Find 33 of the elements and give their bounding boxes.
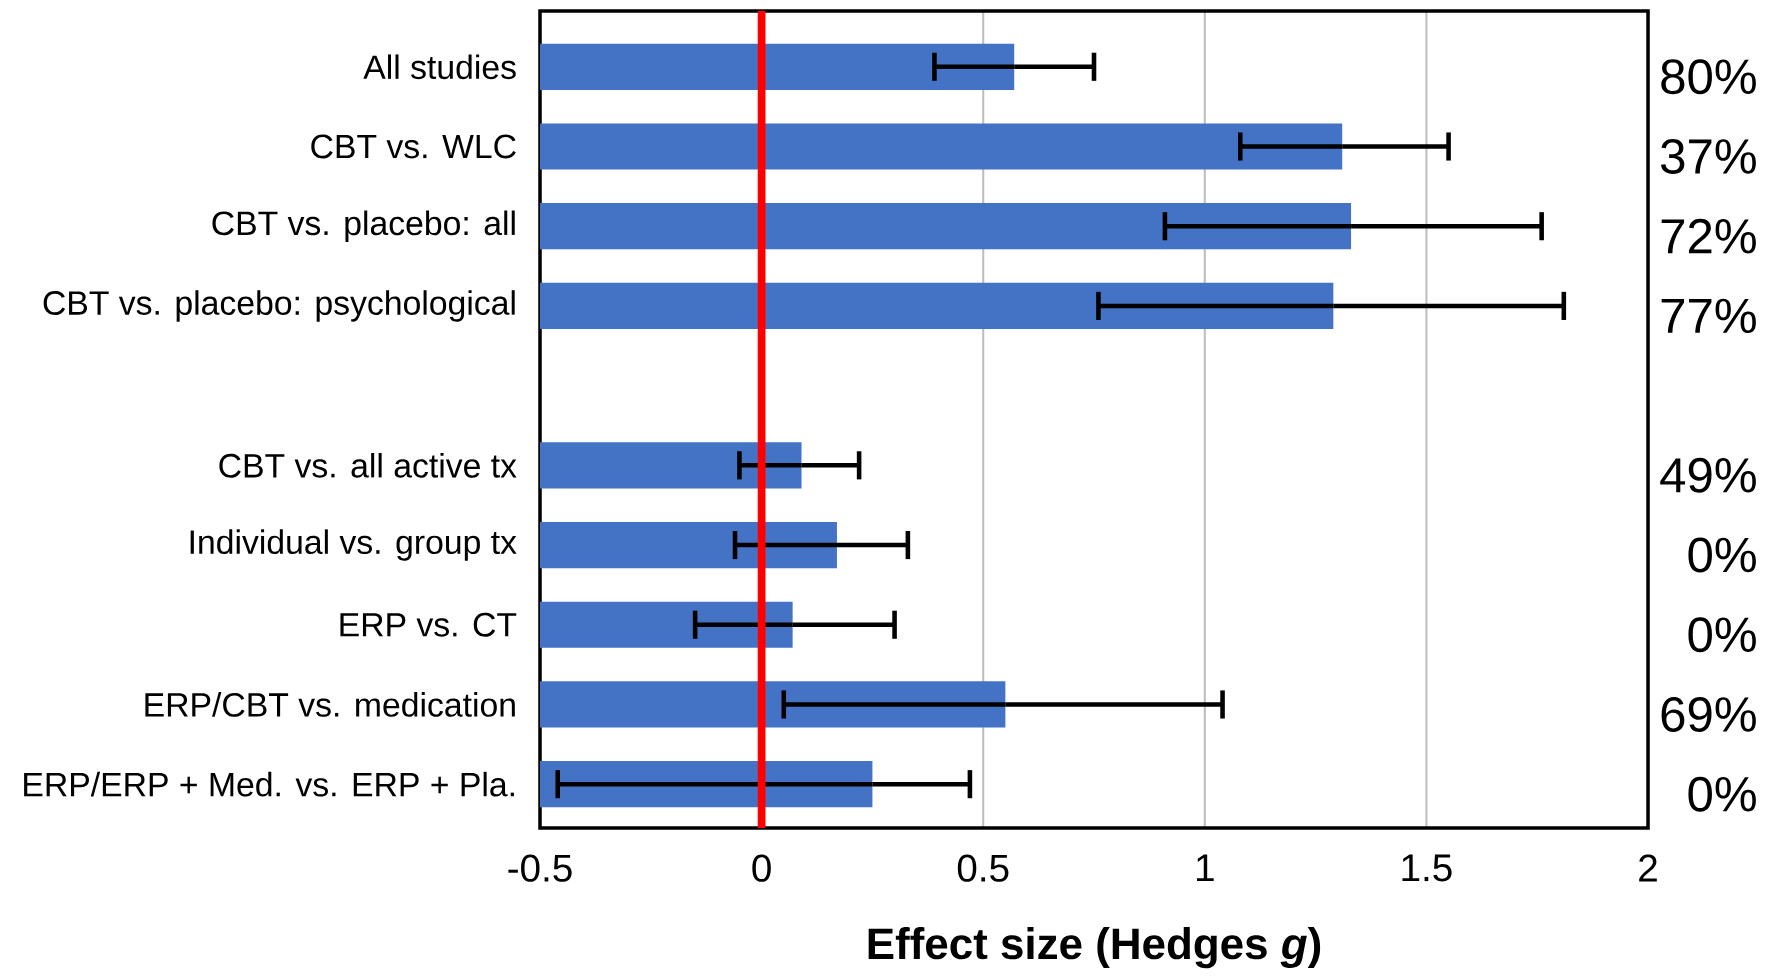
text: 0% — [1688, 617, 1756, 653]
x-tick-label: 0 — [752, 854, 771, 882]
x-axis-title: Effect size (Hedges g) — [868, 927, 1321, 969]
text: 49% — [1660, 457, 1756, 493]
bar — [540, 203, 1352, 250]
y-tick-label: CBT vs. all active tx — [219, 452, 517, 478]
y-tick-label: All studies — [363, 54, 516, 80]
x-tick-label: 2 — [1639, 854, 1657, 882]
x-tick-label: 1.5 — [1402, 854, 1452, 882]
text: 80% — [1661, 59, 1756, 95]
text: 77% — [1661, 298, 1756, 334]
text: 72% — [1661, 218, 1756, 254]
text: 37% — [1661, 139, 1756, 174]
y-tick-label: ERP vs. CT — [340, 612, 517, 637]
bar — [540, 442, 802, 489]
y-tick-label: ERP/ERP + Med. vs. ERP + Pla. — [24, 771, 514, 797]
text: 69% — [1661, 697, 1756, 732]
bar — [540, 43, 1015, 90]
y-tick-label: CBT vs. WLC — [311, 134, 516, 159]
y-tick-label: Individual vs. group tx — [190, 529, 517, 561]
bar — [540, 601, 793, 648]
x-tick-label: -0.5 — [508, 854, 572, 882]
y-tick-label: CBT vs. placebo: all — [212, 210, 515, 242]
y-tick-label: ERP/CBT vs. medication — [145, 692, 515, 717]
text: 0% — [1688, 776, 1756, 812]
y-tick-label: CBT vs. placebo: psychological — [43, 290, 515, 322]
text: 0% — [1688, 537, 1756, 573]
bar — [540, 521, 837, 569]
bar — [540, 681, 1006, 728]
bar — [540, 282, 1334, 330]
x-tick-label: 0.5 — [957, 854, 1009, 882]
x-tick-label: 1 — [1196, 854, 1214, 882]
bar — [540, 123, 1343, 170]
